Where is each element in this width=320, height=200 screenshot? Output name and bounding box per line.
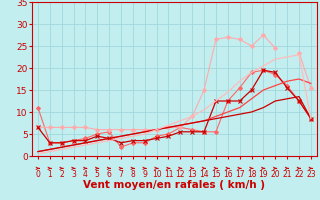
X-axis label: Vent moyen/en rafales ( km/h ): Vent moyen/en rafales ( km/h ) xyxy=(84,180,265,190)
